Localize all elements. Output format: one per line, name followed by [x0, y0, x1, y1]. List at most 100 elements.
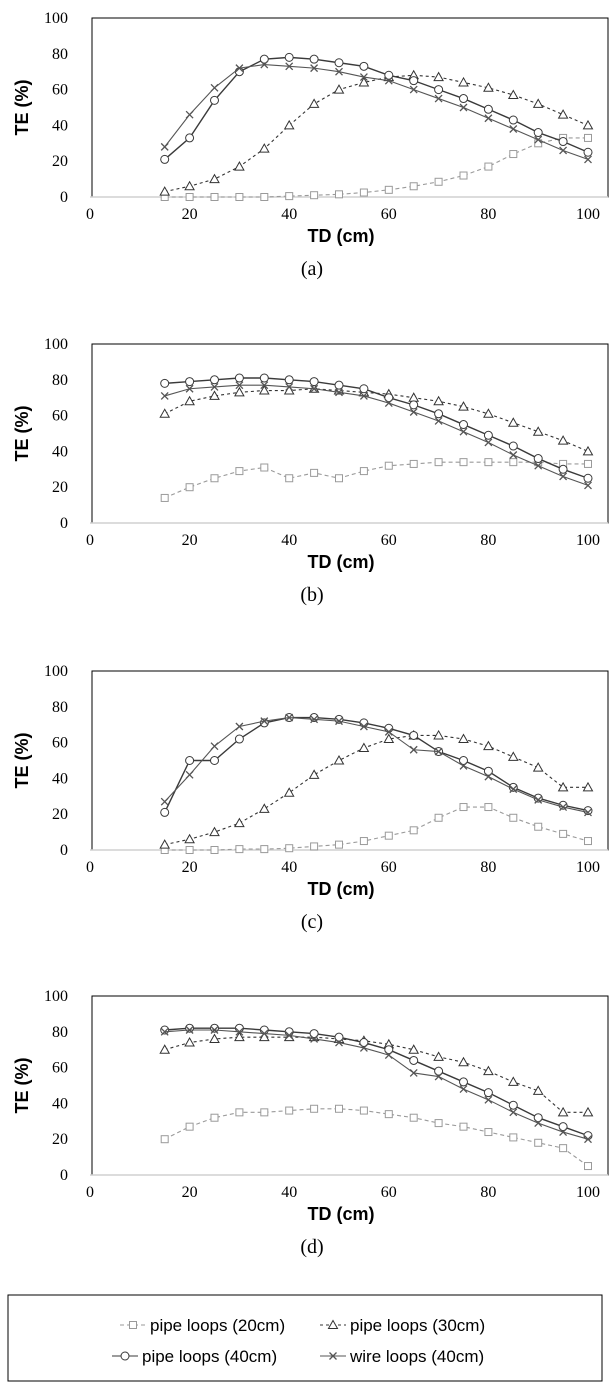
data-point-square	[335, 190, 343, 199]
data-point-square	[584, 459, 592, 468]
data-point-square	[359, 188, 368, 197]
data-point-circle	[409, 76, 419, 86]
series-circle	[160, 1023, 593, 1141]
data-point-circle	[234, 734, 244, 744]
x-tick-label: 40	[281, 1184, 297, 1201]
series-line	[164, 1027, 589, 1137]
data-point-triangle	[483, 1065, 494, 1076]
data-point-triangle	[582, 445, 594, 456]
data-point-x	[210, 1026, 219, 1034]
y-tick-label: 20	[52, 479, 68, 496]
data-point-square	[185, 1122, 194, 1131]
data-point-circle	[185, 1023, 195, 1033]
data-point-triangle	[458, 401, 469, 411]
data-point-circle	[160, 1025, 170, 1035]
series-circle	[160, 52, 593, 164]
series-line	[164, 461, 588, 499]
y-axis-label: TE (%)	[12, 79, 32, 135]
data-point-x	[260, 381, 269, 390]
data-point-x	[559, 803, 568, 811]
legend-label: pipe loops (40cm)	[142, 1347, 277, 1366]
data-point-square	[260, 1108, 269, 1117]
data-point-triangle	[258, 803, 270, 813]
data-point-square	[185, 846, 194, 854]
x-tick-label: 80	[480, 859, 496, 876]
data-point-circle	[508, 115, 518, 125]
data-point-circle	[434, 1066, 444, 1076]
data-point-x	[285, 713, 294, 722]
data-point-x	[534, 795, 543, 804]
x-tick-label: 100	[576, 1184, 600, 1201]
data-point-x	[235, 381, 244, 390]
data-point-circle	[160, 807, 170, 817]
data-point-x	[434, 417, 443, 425]
data-point-circle	[309, 713, 319, 723]
data-point-triangle	[209, 173, 220, 184]
data-point-x	[409, 1069, 418, 1077]
data-point-square	[409, 826, 418, 835]
series-circle	[160, 373, 593, 483]
data-point-triangle	[582, 119, 594, 130]
y-tick-label: 80	[52, 1024, 68, 1041]
data-point-x	[185, 384, 194, 393]
data-point-circle	[384, 1045, 394, 1055]
y-tick-label: 0	[60, 1167, 68, 1184]
data-point-x	[509, 451, 518, 459]
data-point-x	[384, 76, 393, 85]
data-point-x	[584, 155, 592, 164]
data-point-triangle	[234, 817, 245, 828]
x-tick-label: 20	[182, 1184, 198, 1201]
data-point-square	[434, 1119, 443, 1128]
data-point-square	[409, 182, 418, 191]
data-point-square	[409, 1113, 418, 1122]
series-triangle	[159, 383, 594, 456]
data-point-x	[310, 384, 319, 393]
data-point-square	[384, 461, 393, 470]
data-point-square	[260, 463, 269, 472]
data-point-triangle	[507, 89, 519, 99]
data-point-square	[484, 458, 493, 467]
data-point-triangle	[333, 754, 345, 765]
legend-label: wire loops (40cm)	[349, 1347, 484, 1366]
data-point-square	[459, 171, 468, 180]
data-point-triangle	[458, 733, 469, 744]
x-tick-label: 0	[86, 206, 94, 223]
data-point-circle	[259, 718, 269, 728]
data-point-triangle	[184, 395, 195, 406]
y-tick-label: 40	[52, 117, 68, 134]
series-triangle	[159, 729, 594, 849]
series-square	[160, 1104, 592, 1171]
data-point-triangle	[159, 408, 171, 418]
data-point-x	[384, 399, 393, 408]
data-point-square	[534, 1138, 543, 1147]
panel-caption: (c)	[301, 911, 323, 933]
data-point-triangle	[209, 826, 220, 837]
legend-marker-triangle	[327, 1319, 339, 1329]
y-axis-label: TE (%)	[12, 405, 32, 461]
data-point-triangle	[433, 1051, 444, 1061]
data-point-circle	[185, 756, 195, 765]
series-line	[164, 384, 589, 486]
data-point-x	[584, 481, 592, 490]
x-tick-label: 60	[381, 1184, 397, 1201]
data-point-circle	[210, 1023, 219, 1033]
data-point-x	[559, 1128, 568, 1136]
data-point-x	[335, 67, 343, 76]
data-point-square	[210, 193, 219, 201]
series-line	[164, 1108, 589, 1167]
data-point-circle	[459, 1077, 468, 1087]
data-point-square	[434, 813, 443, 822]
x-tick-label: 80	[480, 206, 496, 223]
data-point-square	[185, 483, 194, 492]
data-point-triangle	[159, 1044, 171, 1054]
data-point-x	[384, 1051, 393, 1060]
data-point-x	[185, 110, 194, 119]
series-x	[160, 1026, 592, 1144]
data-point-x	[409, 408, 418, 416]
data-point-circle	[309, 377, 319, 387]
data-point-circle	[259, 54, 269, 64]
data-point-square	[509, 813, 518, 822]
data-point-square	[509, 150, 518, 159]
data-point-square	[484, 1128, 493, 1137]
data-point-circle	[185, 377, 195, 387]
